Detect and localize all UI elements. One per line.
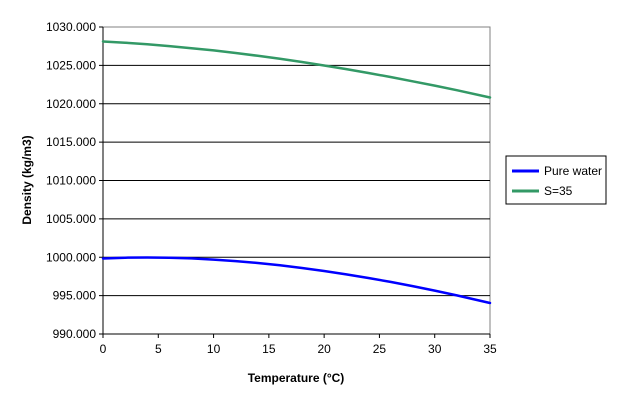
y-axis-title: Density (kg/m3) (20, 135, 34, 224)
series-line-pure-water (101, 256, 492, 305)
x-tick-label: 5 (155, 342, 162, 356)
y-tick-label: 1010.000 (46, 174, 96, 188)
legend-label-pure-water: Pure water (544, 164, 602, 178)
y-tick-label: 1020.000 (46, 97, 96, 111)
y-tick-label: 1000.000 (46, 250, 96, 264)
series-lines (101, 40, 492, 305)
y-tick-label: 990.000 (53, 327, 97, 341)
x-axis-title: Temperature (°C) (248, 371, 345, 385)
x-tick-label: 10 (207, 342, 221, 356)
y-tick-label: 1030.000 (46, 20, 96, 34)
x-tick-label: 20 (317, 342, 331, 356)
legend-label-s35: S=35 (544, 184, 573, 198)
y-tick-label: 1005.000 (46, 212, 96, 226)
x-tick-label: 30 (428, 342, 442, 356)
x-tick-label: 15 (262, 342, 276, 356)
y-axis-ticks: 990.000 995.000 1000.000 1005.000 1010.000 10… (46, 20, 103, 341)
x-tick-label: 35 (483, 342, 497, 356)
x-tick-label: 25 (373, 342, 387, 356)
x-tick-label: 0 (100, 342, 107, 356)
y-tick-label: 1015.000 (46, 135, 96, 149)
series-line-s35 (101, 40, 492, 99)
legend-box (505, 155, 607, 205)
y-tick-label: 995.000 (53, 289, 97, 303)
x-axis-ticks: 0 5 10 15 20 25 30 35 (100, 27, 497, 356)
y-tick-label: 1025.000 (46, 58, 96, 72)
legend: Pure water S=35 (505, 155, 607, 205)
